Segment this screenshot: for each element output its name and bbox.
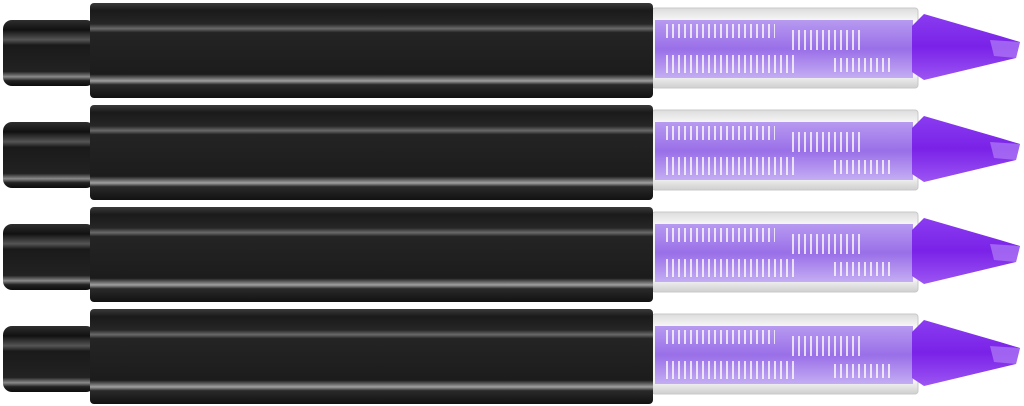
marker <box>2 2 1021 99</box>
marker <box>2 206 1021 303</box>
marker <box>2 308 1021 405</box>
marker <box>2 104 1021 201</box>
